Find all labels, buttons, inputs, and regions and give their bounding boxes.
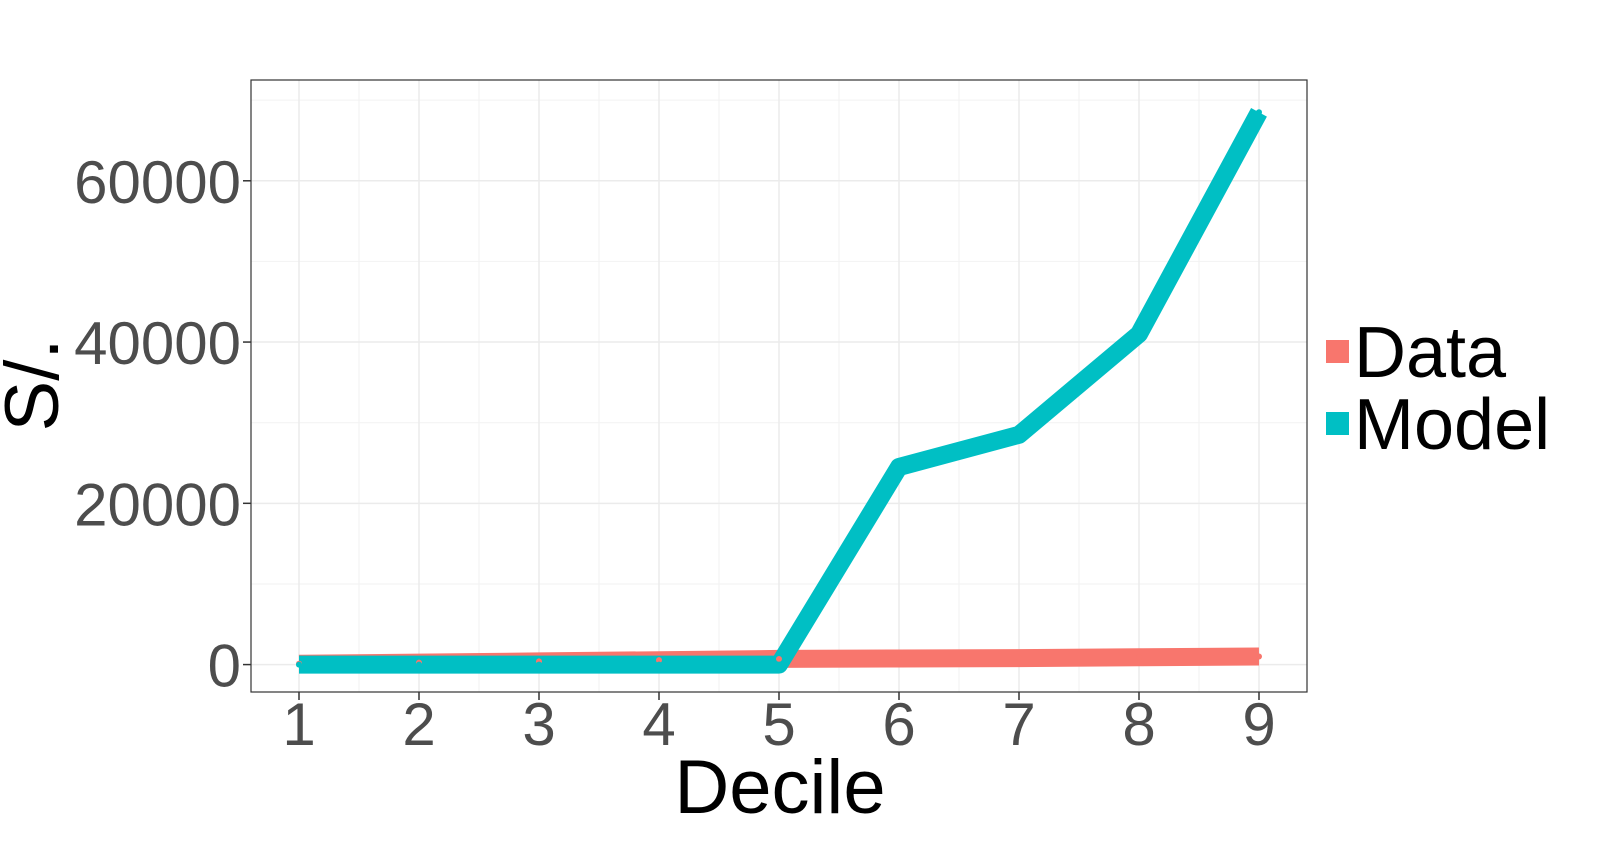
legend-key-model [1326, 412, 1349, 435]
data-point-data [776, 655, 782, 662]
x-tick-label: 7 [1002, 691, 1035, 758]
data-point-data [1016, 655, 1022, 662]
y-tick-label: 40000 [74, 310, 241, 377]
x-tick-label: 4 [642, 691, 675, 758]
data-point-data [1256, 653, 1262, 660]
y-tick-label: 60000 [74, 149, 241, 216]
y-axis: 0 20000 40000 60000 [74, 149, 251, 700]
y-tick-label: 20000 [74, 471, 241, 538]
y-axis-title: S/. [0, 339, 75, 432]
legend-key-data [1326, 340, 1349, 363]
x-tick-label: 6 [882, 691, 915, 758]
data-point-data [656, 657, 662, 664]
data-point-data [896, 655, 902, 662]
x-tick-label: 3 [522, 691, 555, 758]
x-tick-label: 1 [282, 691, 315, 758]
x-axis-title: Decile [674, 745, 885, 830]
y-tick-label: 0 [208, 633, 241, 700]
x-tick-label: 8 [1122, 691, 1155, 758]
data-point-model [536, 661, 542, 668]
data-point-model [776, 661, 782, 668]
x-tick-label: 9 [1242, 691, 1275, 758]
data-point-model [656, 661, 662, 668]
data-point-model [1256, 109, 1262, 116]
data-point-model [1136, 330, 1142, 337]
x-axis: 1 2 3 4 5 6 7 8 9 [282, 691, 1275, 758]
data-point-model [296, 661, 302, 668]
data-point-model [1016, 431, 1022, 438]
x-tick-label: 2 [402, 691, 435, 758]
data-point-data [1136, 654, 1142, 661]
legend-label-model: Model [1354, 385, 1550, 465]
series-layer [296, 108, 1267, 674]
data-point-model [896, 464, 902, 471]
x-tick-label: 5 [762, 691, 795, 758]
data-point-model [416, 661, 422, 668]
legend-label-data: Data [1354, 313, 1507, 393]
